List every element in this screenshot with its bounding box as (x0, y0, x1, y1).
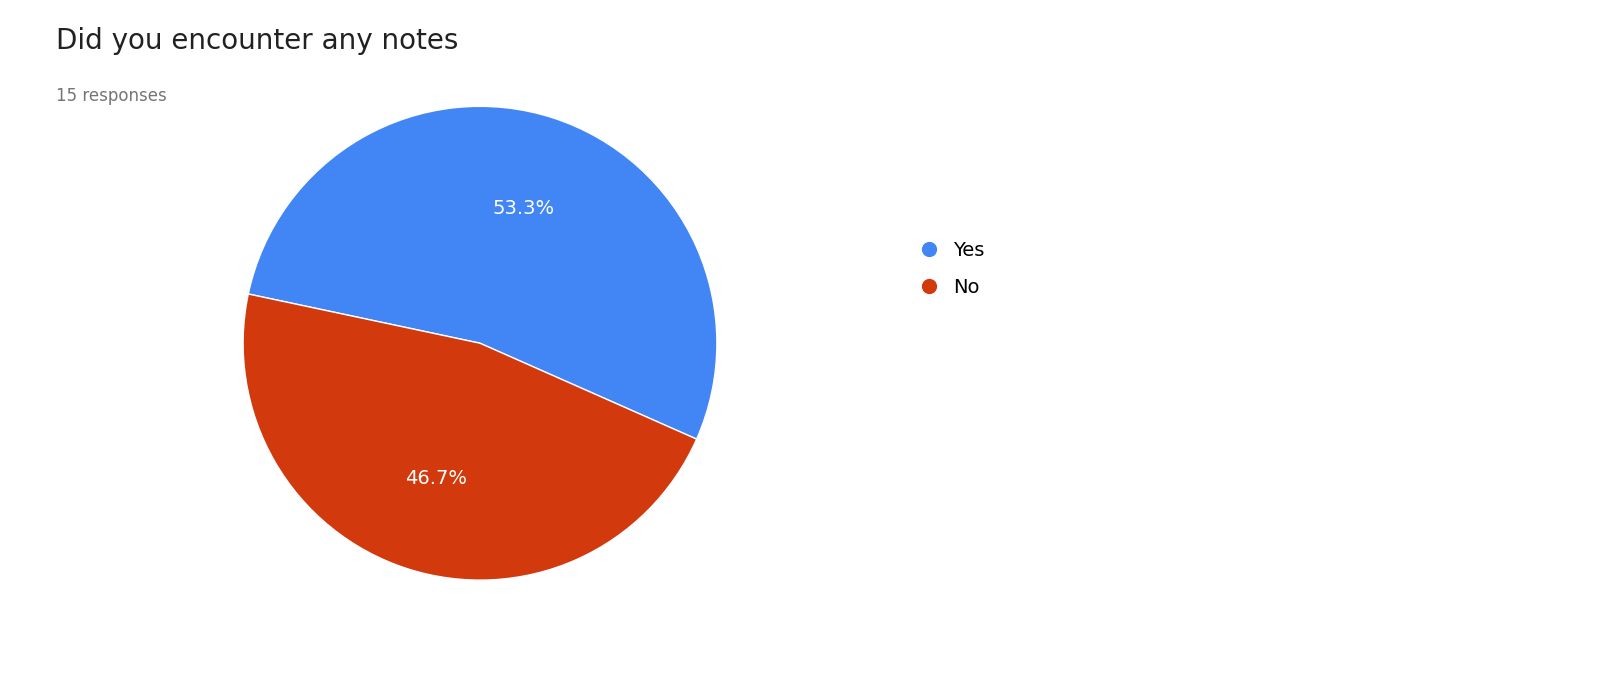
Text: 46.7%: 46.7% (405, 469, 467, 488)
Wedge shape (243, 294, 696, 580)
Wedge shape (248, 106, 717, 439)
Text: 53.3%: 53.3% (493, 199, 555, 217)
Text: Did you encounter any notes: Did you encounter any notes (56, 27, 458, 55)
Legend: Yes, No: Yes, No (922, 241, 984, 297)
Text: 15 responses: 15 responses (56, 87, 166, 106)
